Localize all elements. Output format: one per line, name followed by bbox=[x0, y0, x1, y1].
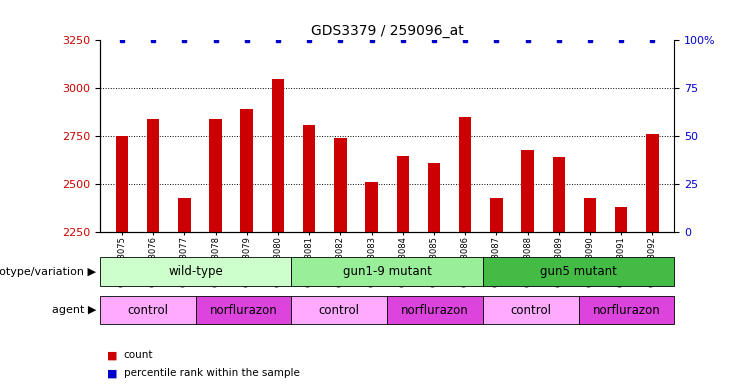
Text: norflurazon: norflurazon bbox=[593, 304, 660, 316]
Text: wild-type: wild-type bbox=[168, 265, 223, 278]
Bar bbox=[646, 134, 659, 232]
Bar bbox=[116, 136, 128, 232]
Text: genotype/variation ▶: genotype/variation ▶ bbox=[0, 266, 96, 277]
Bar bbox=[388, 296, 483, 324]
Text: control: control bbox=[127, 304, 168, 316]
Bar bbox=[579, 296, 674, 324]
Bar bbox=[483, 257, 674, 286]
Bar bbox=[241, 109, 253, 232]
Bar bbox=[100, 296, 196, 324]
Bar bbox=[209, 119, 222, 232]
Bar bbox=[365, 182, 378, 232]
Text: control: control bbox=[319, 304, 360, 316]
Title: GDS3379 / 259096_at: GDS3379 / 259096_at bbox=[310, 24, 464, 38]
Bar bbox=[615, 207, 628, 232]
Bar bbox=[291, 296, 387, 324]
Text: control: control bbox=[511, 304, 551, 316]
Text: gun1-9 mutant: gun1-9 mutant bbox=[343, 265, 431, 278]
Bar bbox=[196, 296, 291, 324]
Bar bbox=[459, 117, 471, 232]
Bar bbox=[272, 79, 285, 232]
Text: gun5 mutant: gun5 mutant bbox=[540, 265, 617, 278]
Bar bbox=[178, 198, 190, 232]
Bar bbox=[291, 257, 483, 286]
Bar bbox=[522, 150, 534, 232]
Bar bbox=[303, 125, 316, 232]
Text: norflurazon: norflurazon bbox=[401, 304, 469, 316]
Text: ■: ■ bbox=[107, 350, 118, 360]
Bar bbox=[490, 198, 502, 232]
Bar bbox=[553, 157, 565, 232]
Text: agent ▶: agent ▶ bbox=[52, 305, 96, 315]
Bar bbox=[334, 138, 347, 232]
Bar bbox=[396, 156, 409, 232]
Bar bbox=[428, 163, 440, 232]
Bar bbox=[147, 119, 159, 232]
Text: norflurazon: norflurazon bbox=[210, 304, 277, 316]
Bar bbox=[100, 257, 291, 286]
Text: count: count bbox=[124, 350, 153, 360]
Bar bbox=[483, 296, 579, 324]
Text: percentile rank within the sample: percentile rank within the sample bbox=[124, 368, 299, 378]
Bar bbox=[584, 198, 597, 232]
Text: ■: ■ bbox=[107, 368, 118, 378]
